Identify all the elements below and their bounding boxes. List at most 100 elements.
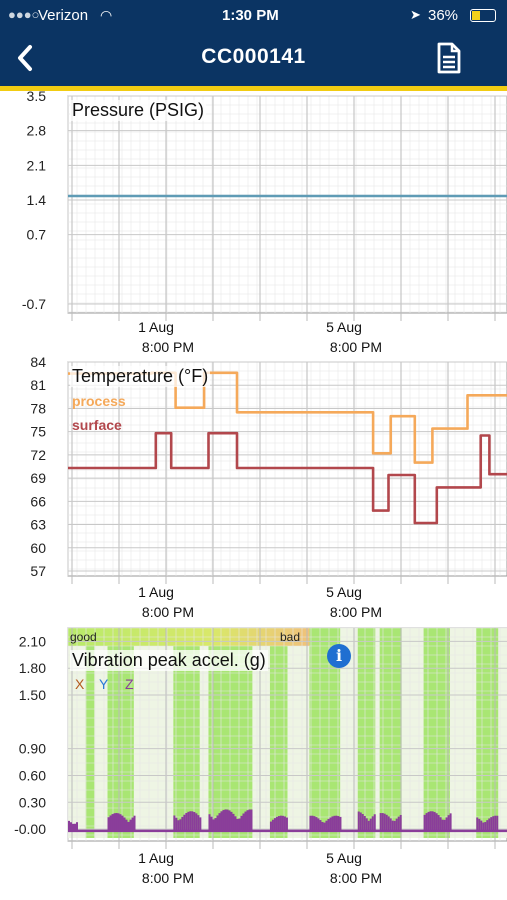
- z-series-burst: [271, 819, 274, 831]
- signal-icon: ●●●○: [8, 7, 40, 22]
- z-series-burst: [429, 811, 432, 831]
- y-tick-label: 78: [30, 400, 46, 416]
- z-series-burst: [175, 817, 178, 831]
- y-tick-label: 1.50: [19, 687, 46, 703]
- back-button[interactable]: [10, 40, 46, 76]
- z-series-burst: [127, 821, 130, 831]
- info-icon[interactable]: i: [327, 644, 351, 668]
- page-title: CC000141: [201, 45, 306, 68]
- axis-legend-y: Y: [99, 676, 109, 692]
- status-bar: ●●●○ Verizon ◠ 1:30 PM ➤ 36%: [0, 0, 507, 30]
- vibration-chart-svg[interactable]: 2.10 1.80 1.50 0.90 0.60 0.30 -0.00 1 Aug 8:00 P…: [0, 626, 507, 900]
- z-series-burst: [228, 810, 231, 831]
- z-series-burst: [216, 815, 219, 831]
- z-series-burst: [177, 820, 180, 831]
- x-tick-time: 8:00 PM: [330, 870, 382, 886]
- z-series-burst: [371, 816, 374, 831]
- z-series-burst: [425, 813, 428, 831]
- z-series-burst: [478, 818, 481, 831]
- good-band: [379, 628, 402, 838]
- axis-legend-z: Z: [125, 676, 134, 692]
- z-series-burst: [125, 819, 128, 831]
- status-time: 1:30 PM: [222, 7, 279, 24]
- z-series-burst: [220, 811, 223, 831]
- battery-charging-icon: [470, 9, 496, 22]
- x-tick-date: 5 Aug: [326, 850, 362, 866]
- z-series-burst: [269, 821, 272, 831]
- y-tick-label: 84: [30, 356, 46, 370]
- temperature-chart: 84 81 78 75 72 69 66 63 60 57 1 Aug 8:00 PM 5 Aug 8:0…: [0, 356, 507, 626]
- z-series-burst: [189, 811, 192, 831]
- vibration-chart-title: Vibration peak accel. (g): [70, 650, 268, 671]
- z-series-burst: [283, 816, 286, 831]
- pressure-chart: 3.5 2.8 2.1 1.4 0.7 -0.7 1 Aug 8:00 PM 5 Aug 8:00…: [0, 91, 507, 356]
- z-series-burst: [238, 818, 241, 831]
- z-series-burst: [248, 809, 251, 831]
- z-series-burst: [427, 811, 430, 831]
- z-series-burst: [488, 818, 491, 831]
- z-series-burst: [383, 813, 386, 831]
- z-series-burst: [476, 817, 479, 831]
- good-band: [85, 628, 95, 838]
- z-series-burst: [226, 809, 229, 831]
- surface-series-line: [68, 431, 507, 525]
- y-tick-label: 1.80: [19, 660, 46, 676]
- z-series-burst: [482, 822, 485, 831]
- y-tick-label: 81: [30, 377, 46, 393]
- pressure-chart-svg[interactable]: 3.5 2.8 2.1 1.4 0.7 -0.7 1 Aug 8:00 PM 5 Aug 8:00…: [0, 91, 507, 356]
- z-series-burst: [234, 816, 237, 831]
- z-series-burst: [385, 814, 388, 831]
- x-tick-time: 8:00 PM: [330, 604, 382, 620]
- z-series-burst: [279, 815, 282, 831]
- document-icon: [437, 42, 461, 74]
- report-button[interactable]: [433, 41, 465, 75]
- wifi-icon: ◠: [100, 7, 113, 23]
- z-series-burst: [236, 818, 239, 831]
- good-band: [269, 628, 288, 838]
- y-tick-label: 2.10: [19, 633, 46, 649]
- z-series-burst: [129, 819, 132, 831]
- z-series-burst: [313, 816, 316, 831]
- axis-legend-x: X: [75, 676, 85, 692]
- carrier-label: Verizon: [38, 7, 89, 24]
- band-label-bad: bad: [280, 630, 301, 644]
- z-series-burst: [387, 816, 390, 831]
- y-tick-label: 0.60: [19, 767, 46, 783]
- z-series-burst: [329, 817, 332, 831]
- z-series-burst: [393, 820, 396, 831]
- z-series-burst: [218, 813, 221, 831]
- z-series-burst: [107, 817, 110, 831]
- y-tick-label: -0.7: [22, 296, 46, 312]
- z-series-burst: [361, 814, 364, 831]
- temperature-chart-svg[interactable]: 84 81 78 75 72 69 66 63 60 57 1 Aug 8:00 PM 5 Aug 8:0…: [0, 356, 507, 626]
- z-series-burst: [339, 816, 342, 831]
- y-tick-label: 66: [30, 493, 46, 509]
- battery-percent: 36%: [428, 7, 459, 24]
- z-series-burst: [185, 813, 188, 831]
- z-series-burst: [173, 815, 176, 831]
- y-tick-label: 69: [30, 470, 46, 486]
- z-series-burst: [214, 818, 217, 831]
- z-series-burst: [199, 817, 202, 831]
- x-tick-time: 8:00 PM: [142, 604, 194, 620]
- z-series-burst: [133, 815, 136, 831]
- y-tick-label: 72: [30, 447, 46, 463]
- location-arrow-icon: ➤: [410, 7, 421, 22]
- y-tick-label: 3.5: [27, 91, 47, 104]
- z-series-burst: [321, 821, 324, 831]
- y-tick-label: -0.00: [14, 821, 46, 837]
- z-series-burst: [246, 810, 249, 831]
- z-series-burst: [437, 815, 440, 831]
- plot-area: [67, 95, 507, 314]
- x-tick-date: 1 Aug: [138, 850, 174, 866]
- z-series-burst: [123, 817, 126, 831]
- z-series-burst: [74, 823, 76, 831]
- y-tick-label: 57: [30, 563, 46, 579]
- accent-bar: [0, 86, 507, 91]
- z-series-burst: [232, 813, 235, 831]
- z-series-burst: [187, 811, 190, 831]
- y-tick-label: 2.8: [27, 123, 47, 139]
- z-series-burst: [230, 811, 233, 831]
- z-series-burst: [121, 815, 124, 831]
- z-series-burst: [379, 813, 382, 831]
